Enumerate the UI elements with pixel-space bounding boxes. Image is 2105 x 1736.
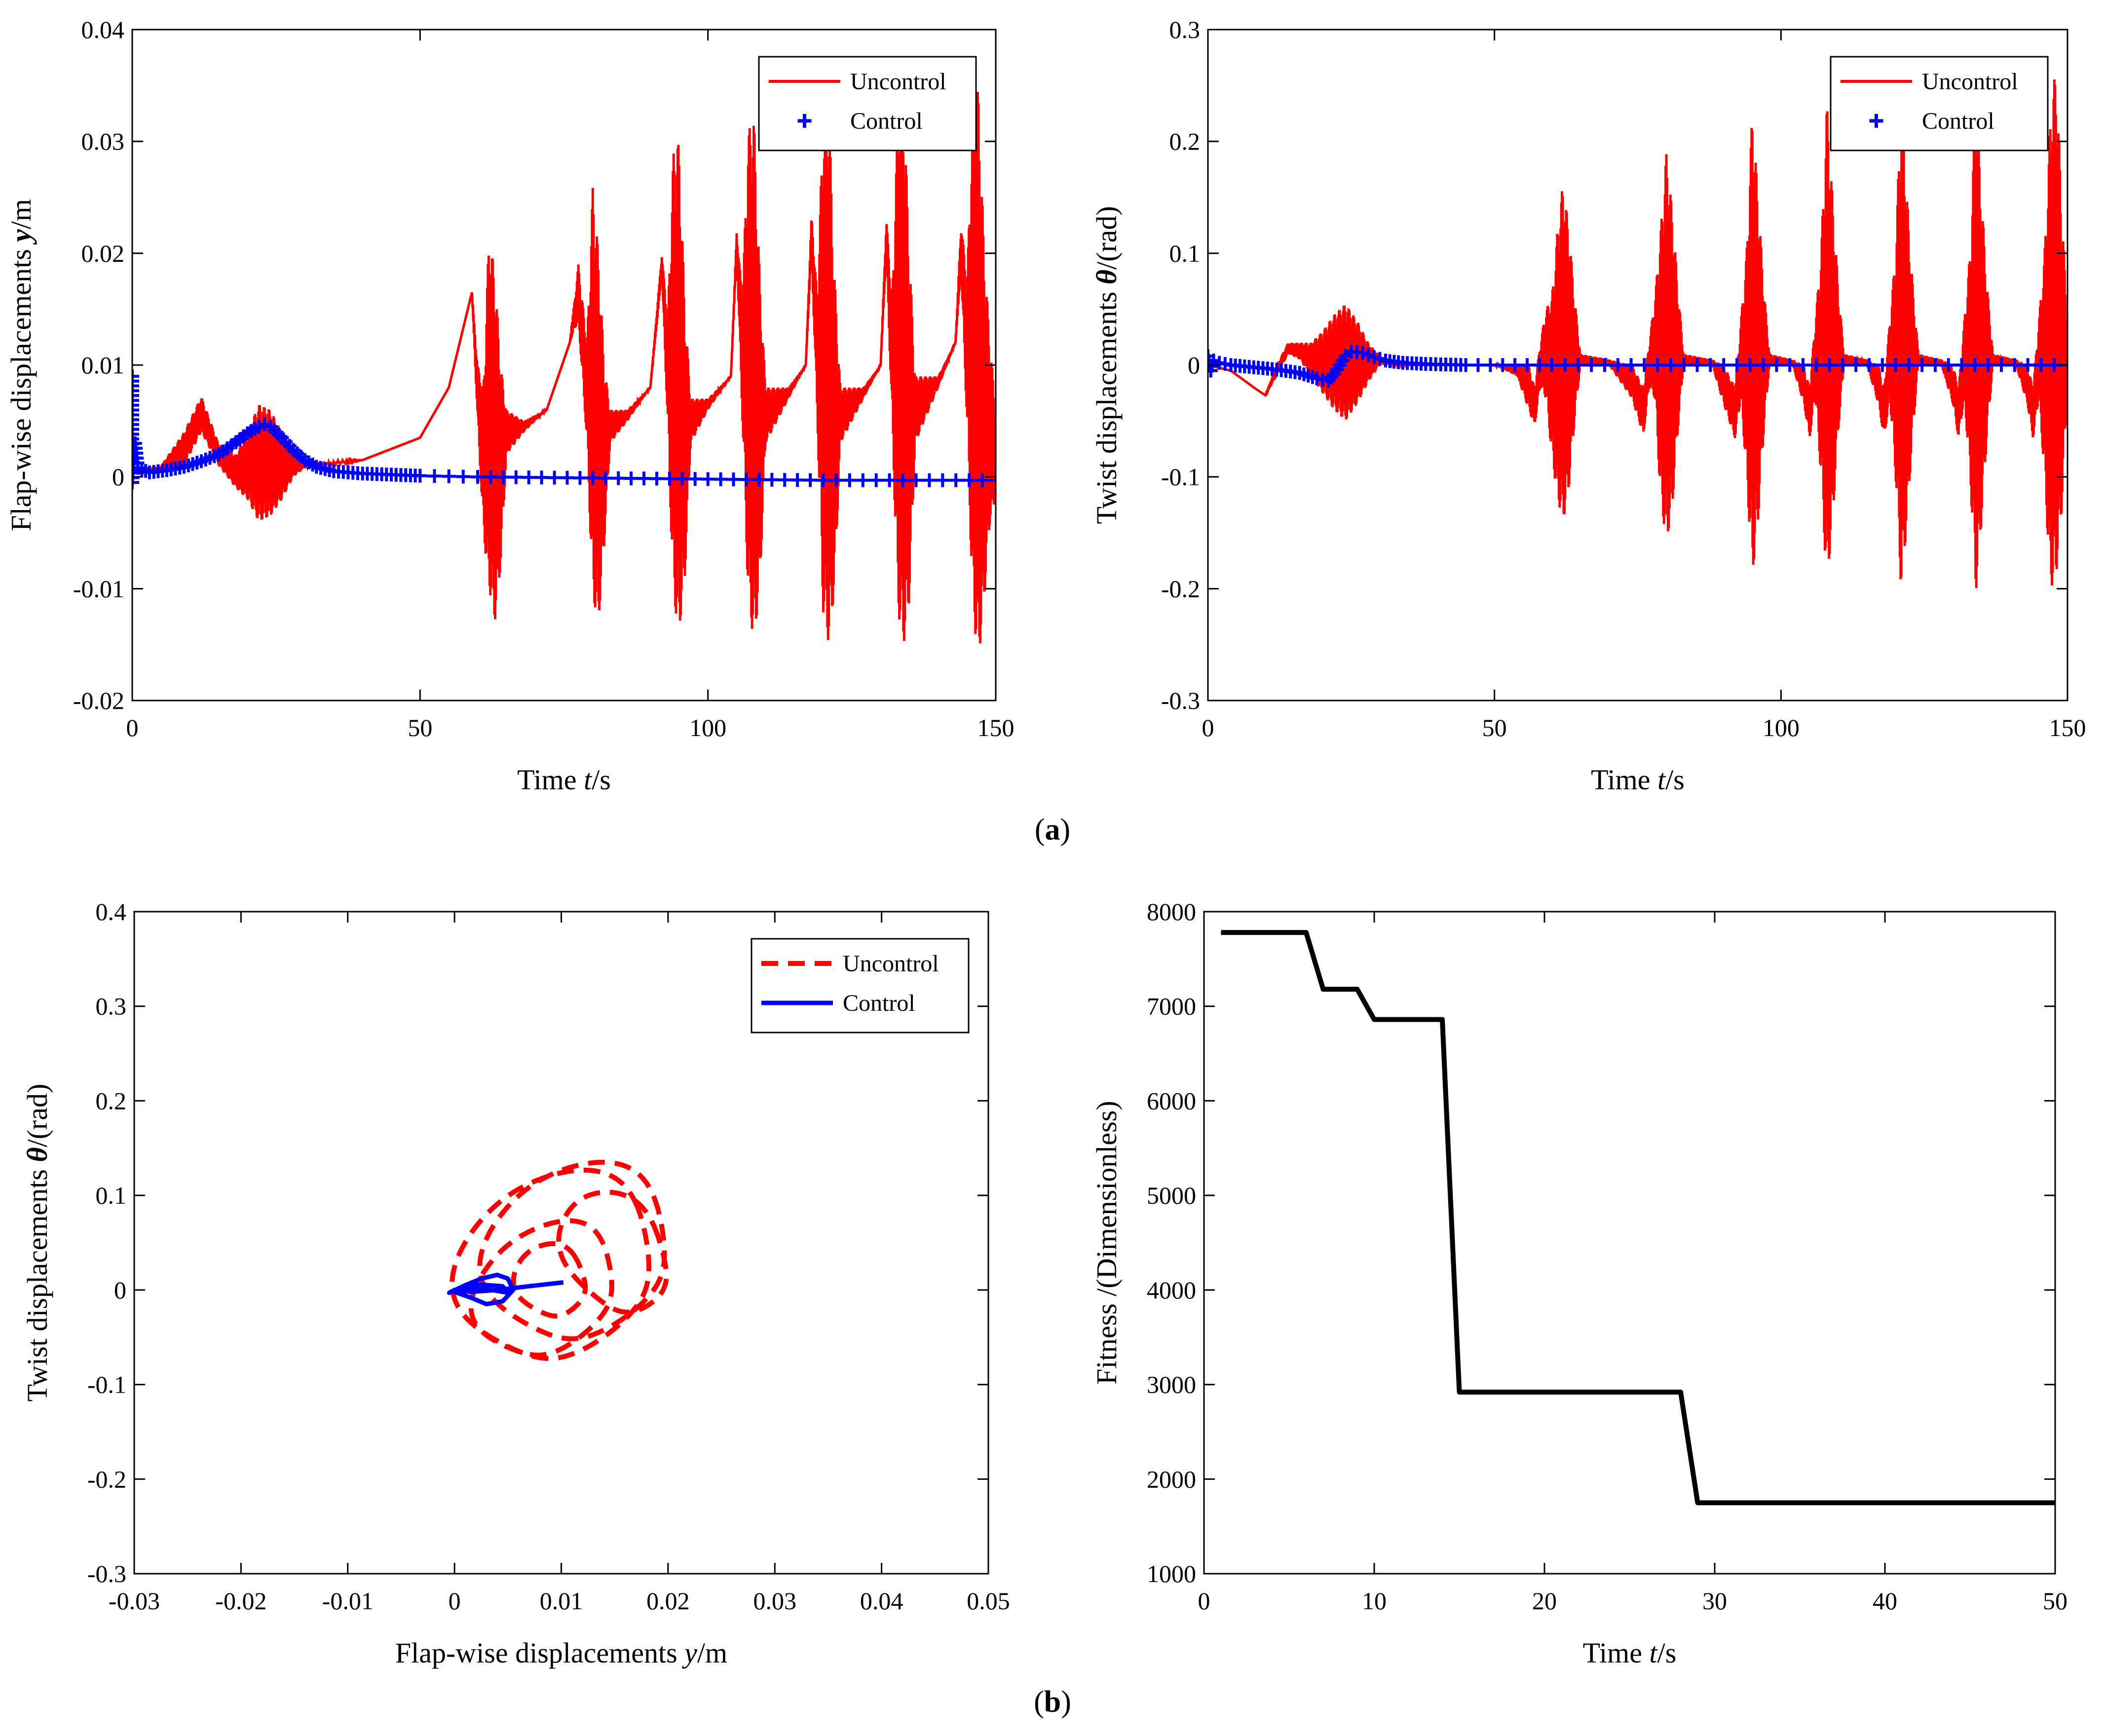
plot-area	[1221, 930, 2055, 1506]
y-axis-label: Fitness /(Dimensionless)	[1090, 1101, 1123, 1384]
panel-b-left-phase-portrait: -0.03 -0.02 -0.01 0 0.01 0.02 0.03 0.04 0.05 -0.3…	[21, 898, 1010, 1669]
x-tick-label: 0	[1202, 714, 1214, 741]
series-uncontrol-loop-4	[511, 1241, 588, 1319]
legend-box	[751, 938, 970, 1034]
series-control-line	[447, 1272, 564, 1307]
y-tick-label: -0.3	[87, 1560, 126, 1588]
legend: Uncontrol Control	[751, 938, 970, 1034]
y-tick-label: 0.2	[96, 1087, 127, 1114]
x-axis-label: Flap-wise displacements y/m	[395, 1637, 727, 1669]
x-tick-label: 50	[1482, 714, 1507, 741]
x-tick-label: 20	[1532, 1587, 1557, 1615]
y-tick-label: 0.4	[96, 898, 127, 925]
x-tick-label: 0	[126, 714, 139, 741]
series-uncontrol-loop-0	[450, 1167, 652, 1361]
x-tick-label: 150	[977, 714, 1015, 741]
x-tick-label: 0.01	[540, 1587, 583, 1615]
y-tick-label: -0.1	[1161, 463, 1200, 491]
series-uncontrol-loop-2	[468, 1218, 614, 1358]
y-tick-label: 0.1	[96, 1182, 127, 1209]
x-tick-label: 0.04	[860, 1587, 903, 1615]
y-tick-label: 0.3	[1169, 16, 1201, 43]
series-control-markers	[1208, 344, 2062, 388]
y-tick-label: 6000	[1147, 1087, 1196, 1114]
x-tick-label: 0.03	[753, 1587, 797, 1615]
y-tick-label: -0.2	[87, 1465, 126, 1493]
series-fitness-line	[1221, 930, 2055, 1506]
y-tick-label: 5000	[1147, 1182, 1196, 1209]
x-tick-label: -0.03	[109, 1587, 160, 1615]
series-uncontrol-line	[1208, 79, 2067, 589]
x-tick-label: 0.02	[646, 1587, 690, 1615]
series-uncontrol-loop-1	[477, 1159, 667, 1341]
y-tick-label: -0.2	[1161, 575, 1200, 602]
panel-b-right-fitness-vs-time: 0 10 20 30 40 50 1000 2000 3000 4000 5000 6000 7000 8…	[1090, 898, 2067, 1669]
x-tick-label: 100	[689, 714, 726, 741]
legend-label-uncontrol: Uncontrol	[843, 951, 939, 977]
y-tick-label: -0.02	[73, 687, 124, 714]
x-tick-label: 50	[408, 714, 432, 741]
y-tick-label: 0	[112, 463, 124, 491]
y-tick-label: 7000	[1147, 993, 1196, 1020]
plot-area	[132, 92, 996, 644]
legend-label-control: Control	[1922, 108, 1994, 134]
y-tick-label: 1000	[1147, 1560, 1196, 1588]
y-tick-label: 0.1	[1169, 239, 1201, 267]
legend-label-control: Control	[843, 990, 915, 1016]
x-tick-label: -0.02	[215, 1587, 266, 1615]
y-axis-label: Flap-wise displacements y/m	[5, 199, 37, 531]
y-tick-label: -0.3	[1161, 687, 1200, 714]
legend-marker-control	[797, 114, 812, 128]
x-tick-label: 100	[1763, 714, 1800, 741]
panel-a-left-flapwise-vs-time: 0 50 100 150 -0.02 -0.01 0 0.01 0.02 0.03 0.04 Time…	[5, 16, 1015, 796]
series-control-markers	[132, 369, 990, 489]
x-axis-label: Time t/s	[517, 764, 611, 796]
y-tick-label: 0	[114, 1276, 126, 1304]
x-axis-label: Time t/s	[1583, 1637, 1677, 1669]
x-tick-label: 0	[449, 1587, 461, 1615]
y-tick-label: 0	[1188, 351, 1200, 379]
y-tick-label: 0.01	[81, 351, 125, 379]
x-tick-label: 30	[1702, 1587, 1727, 1615]
panel-a-right-twist-vs-time: 0 50 100 150 -0.3 -0.2 -0.1 0 0.1 0.2 0.3 Time t/s T…	[1090, 16, 2086, 796]
y-tick-label: 4000	[1147, 1276, 1196, 1304]
legend-label-uncontrol: Uncontrol	[1922, 69, 2018, 95]
x-tick-label: 10	[1362, 1587, 1387, 1615]
legend-box	[1830, 56, 2049, 151]
legend-label-uncontrol: Uncontrol	[850, 69, 946, 95]
y-tick-label: 3000	[1147, 1371, 1196, 1399]
y-tick-label: 0.02	[81, 239, 125, 267]
y-axis-label: Twist displacements θ/(rad)	[21, 1084, 53, 1402]
y-tick-label: 0.3	[96, 993, 127, 1020]
legend-label-control: Control	[850, 108, 923, 134]
legend-box	[758, 56, 977, 151]
legend-marker-control	[1869, 114, 1883, 128]
series-uncontrol-loop-3	[556, 1189, 669, 1315]
y-tick-label: 0.2	[1169, 128, 1201, 155]
x-tick-label: 150	[2049, 714, 2086, 741]
legend: Uncontrol Control	[758, 56, 977, 151]
x-tick-label: -0.01	[322, 1587, 374, 1615]
series-uncontrol-line	[132, 92, 996, 644]
y-tick-label: 8000	[1147, 898, 1196, 925]
y-tick-label: -0.1	[87, 1371, 126, 1399]
y-axis-label: Twist displacements θ/(rad)	[1090, 206, 1123, 524]
plot-area	[1208, 79, 2067, 589]
y-tick-label: 0.03	[81, 128, 125, 155]
caption-a: (a)	[1035, 813, 1070, 847]
y-tick-label: -0.01	[73, 575, 124, 602]
y-tick-label: 0.04	[81, 16, 125, 43]
x-tick-label: 40	[1873, 1587, 1897, 1615]
x-tick-label: 0	[1198, 1587, 1210, 1615]
caption-b: (b)	[1034, 1685, 1071, 1719]
x-tick-label: 50	[2043, 1587, 2067, 1615]
axes-box	[1203, 911, 2056, 1575]
plot-area	[447, 1159, 669, 1361]
y-tick-label: 2000	[1147, 1465, 1196, 1493]
x-tick-label: 0.05	[967, 1587, 1010, 1615]
x-axis-label: Time t/s	[1591, 764, 1685, 796]
legend: Uncontrol Control	[1830, 56, 2049, 151]
